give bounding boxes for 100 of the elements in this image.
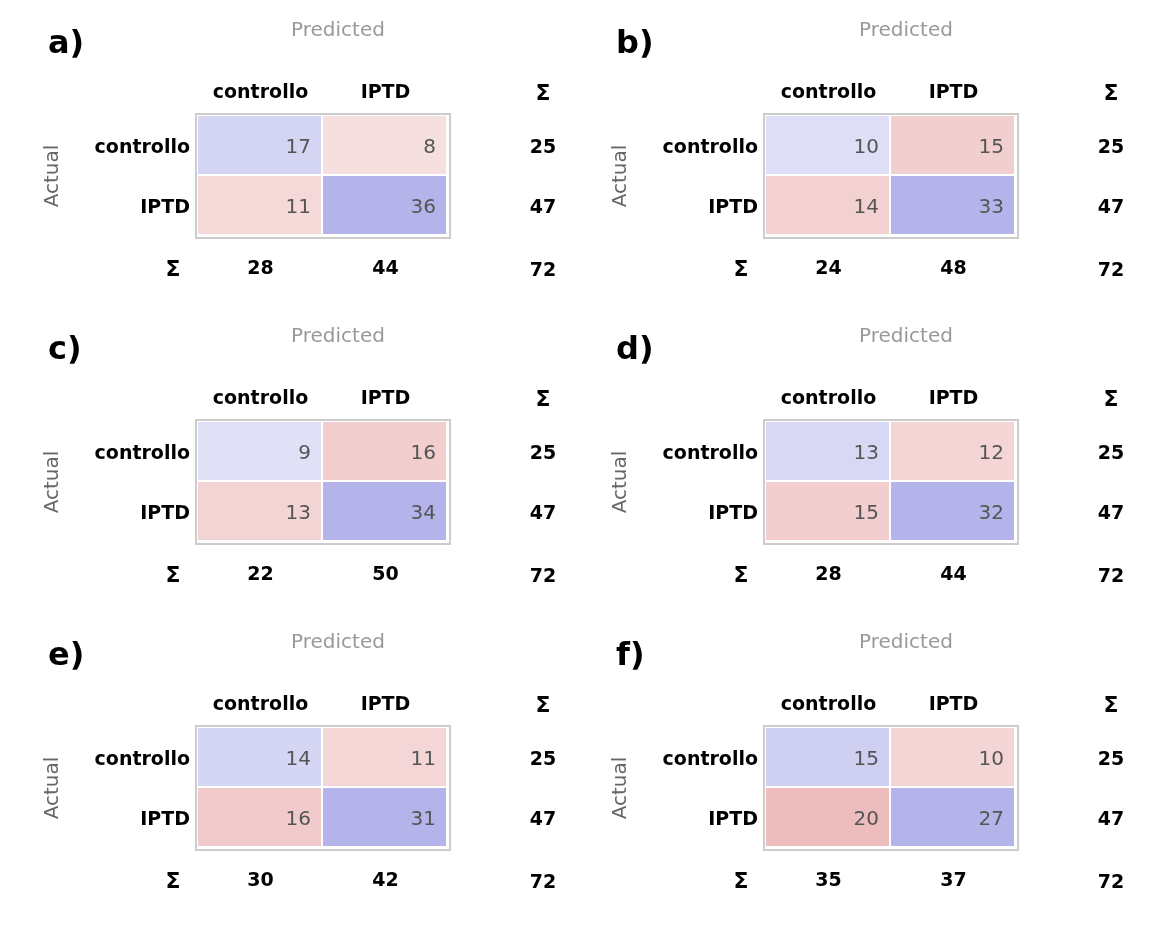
y-axis-title: Actual xyxy=(39,756,63,820)
y2-axis-title: Σ xyxy=(1103,386,1119,411)
text: 30 xyxy=(247,868,274,890)
x-tick-label: controllo xyxy=(780,692,877,714)
text: 50 xyxy=(372,562,399,584)
x-tick-label: controllo xyxy=(780,80,877,102)
y2-axis-title: Σ xyxy=(1103,692,1119,717)
x-axis-title: Predicted xyxy=(291,17,385,41)
data-label: 8 xyxy=(423,134,436,158)
data-label: 31 xyxy=(410,806,436,830)
x-tick-label: controllo xyxy=(212,692,309,714)
chart-title: c) xyxy=(48,329,82,367)
y2-tick-label: 47 xyxy=(529,501,557,523)
x-axis-title: Predicted xyxy=(291,323,385,347)
chart-title: f) xyxy=(616,635,645,673)
y2-tick-label: 47 xyxy=(1097,807,1125,829)
data-label: 10 xyxy=(853,134,879,158)
data-label: 15 xyxy=(853,746,879,770)
data-label: 36 xyxy=(410,194,436,218)
y-tick-label: IPTD xyxy=(140,807,190,829)
y2-tick-label: 47 xyxy=(529,195,557,217)
data-label: 13 xyxy=(285,500,311,524)
y2-axis-title: Σ xyxy=(535,80,551,105)
text: 42 xyxy=(372,868,399,890)
data-label: 12 xyxy=(978,440,1004,464)
y2-tick-label: 25 xyxy=(1097,135,1125,157)
text: 72 xyxy=(1097,564,1125,586)
x-axis-title: Predicted xyxy=(859,17,953,41)
data-label: 17 xyxy=(285,134,311,158)
data-label: 33 xyxy=(978,194,1004,218)
y-tick-label: IPTD xyxy=(140,501,190,523)
x-axis-title: Predicted xyxy=(859,323,953,347)
x-axis-title: Predicted xyxy=(859,629,953,653)
y-axis-title: Actual xyxy=(39,450,63,514)
text: 44 xyxy=(940,562,967,584)
chart-title: e) xyxy=(48,635,85,673)
text: 37 xyxy=(940,868,967,890)
y-axis-title: Actual xyxy=(607,756,631,820)
x-tick-label: IPTD xyxy=(360,386,411,408)
text: 72 xyxy=(529,870,557,892)
data-label: 15 xyxy=(978,134,1004,158)
text: Σ xyxy=(733,868,749,893)
data-label: 14 xyxy=(853,194,879,218)
chart-title: a) xyxy=(48,23,85,61)
y-tick-label: IPTD xyxy=(708,807,758,829)
y-axis-title: Actual xyxy=(39,144,63,208)
x-tick-label: controllo xyxy=(780,386,877,408)
y-tick-label: IPTD xyxy=(140,195,190,217)
y2-tick-label: 47 xyxy=(1097,195,1125,217)
y-tick-label: IPTD xyxy=(708,195,758,217)
x-tick-label: controllo xyxy=(212,386,309,408)
y-tick-label: controllo xyxy=(94,135,190,157)
y2-tick-label: 25 xyxy=(1097,441,1125,463)
y2-tick-label: 25 xyxy=(1097,747,1125,769)
y-axis-title: Actual xyxy=(607,450,631,514)
x-tick-label: IPTD xyxy=(360,692,411,714)
chart-title: b) xyxy=(616,23,654,61)
text: Σ xyxy=(165,256,181,281)
text: Σ xyxy=(165,868,181,893)
y2-tick-label: 25 xyxy=(529,747,557,769)
data-label: 16 xyxy=(285,806,311,830)
text: 44 xyxy=(372,256,399,278)
y2-tick-label: 25 xyxy=(529,441,557,463)
y-tick-label: controllo xyxy=(662,135,758,157)
text: 35 xyxy=(815,868,842,890)
data-label: 16 xyxy=(410,440,436,464)
text: 72 xyxy=(529,564,557,586)
data-label: 13 xyxy=(853,440,879,464)
x-tick-label: IPTD xyxy=(360,80,411,102)
text: 28 xyxy=(247,256,274,278)
text: Σ xyxy=(733,256,749,281)
x-tick-label: IPTD xyxy=(928,386,979,408)
data-label: 20 xyxy=(853,806,879,830)
data-label: 10 xyxy=(978,746,1004,770)
text: 24 xyxy=(815,256,842,278)
text: 28 xyxy=(815,562,842,584)
data-label: 34 xyxy=(410,500,436,524)
text: 72 xyxy=(1097,258,1125,280)
text: Σ xyxy=(733,562,749,587)
data-label: 27 xyxy=(978,806,1004,830)
x-tick-label: IPTD xyxy=(928,692,979,714)
data-label: 11 xyxy=(285,194,311,218)
text: 48 xyxy=(940,256,967,278)
data-label: 32 xyxy=(978,500,1004,524)
chart-title: d) xyxy=(616,329,654,367)
text: Σ xyxy=(165,562,181,587)
data-label: 9 xyxy=(298,440,311,464)
text: 72 xyxy=(529,258,557,280)
y2-axis-title: Σ xyxy=(535,386,551,411)
text: 22 xyxy=(247,562,274,584)
x-axis-title: Predicted xyxy=(291,629,385,653)
y-axis-title: Actual xyxy=(607,144,631,208)
y2-tick-label: 47 xyxy=(529,807,557,829)
y-tick-label: controllo xyxy=(94,747,190,769)
y2-tick-label: 47 xyxy=(1097,501,1125,523)
y2-axis-title: Σ xyxy=(1103,80,1119,105)
text: 72 xyxy=(1097,870,1125,892)
y-tick-label: controllo xyxy=(94,441,190,463)
data-label: 15 xyxy=(853,500,879,524)
x-tick-label: controllo xyxy=(212,80,309,102)
